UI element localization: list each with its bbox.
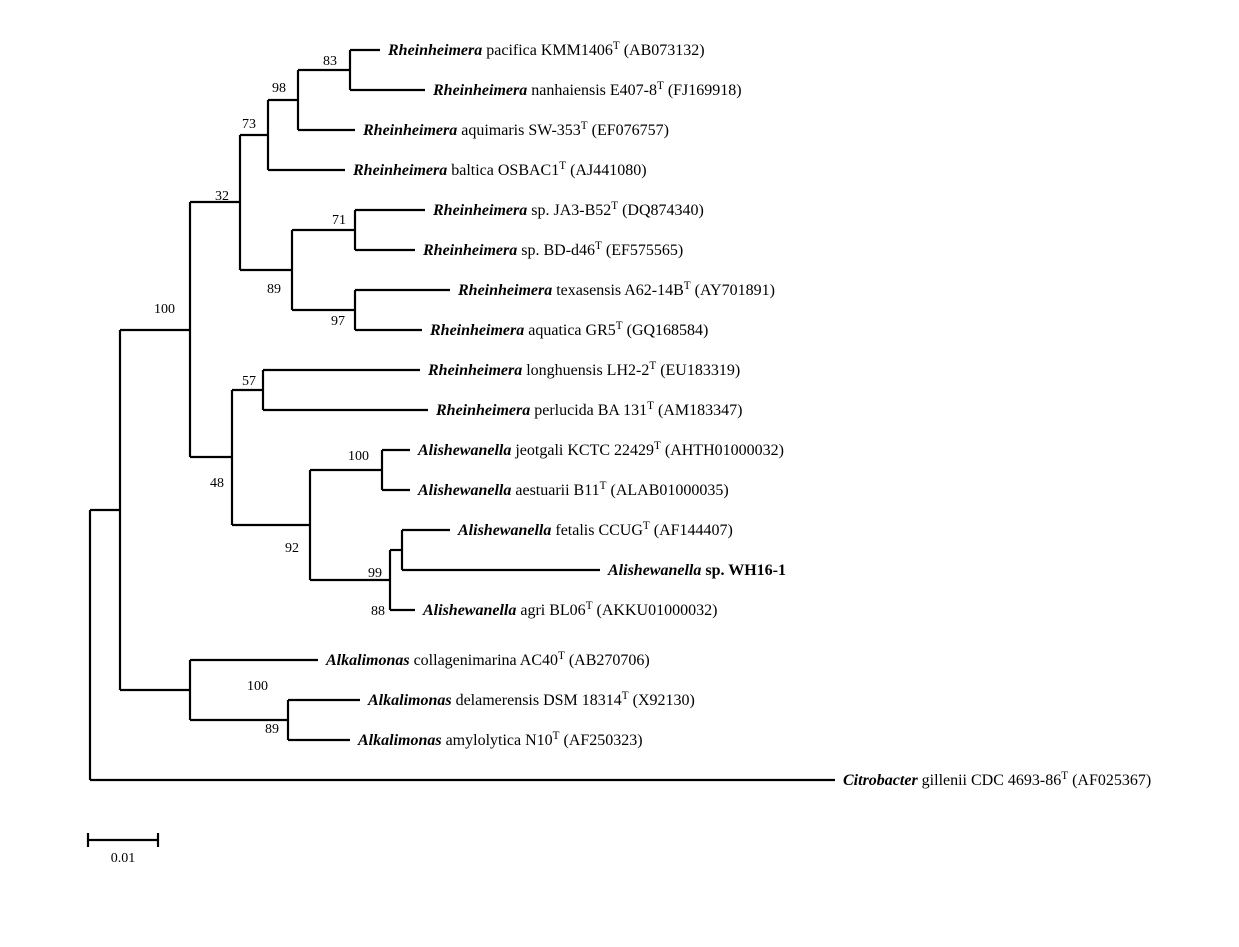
taxon-label: Alkalimonas collagenimarina AC40T (AB270… <box>325 650 650 669</box>
taxon-label: Alkalimonas amylolytica N10T (AF250323) <box>357 730 643 749</box>
taxon-label: Rheinheimera sp. JA3-B52T (DQ874340) <box>432 200 704 219</box>
taxon-label: Alkalimonas delamerensis DSM 18314T (X92… <box>367 690 695 709</box>
bootstrap-value: 89 <box>265 722 279 737</box>
bootstrap-value: 99 <box>368 566 382 581</box>
taxon-label: Citrobacter gillenii CDC 4693-86T (AF025… <box>843 770 1151 789</box>
taxon-label: Alishewanella fetalis CCUGT (AF144407) <box>457 520 733 539</box>
taxon-label: Rheinheimera aquatica GR5T (GQ168584) <box>429 320 708 339</box>
taxon-label: Rheinheimera pacifica KMM1406T (AB073132… <box>387 40 705 59</box>
taxon-label: Alishewanella jeotgali KCTC 22429T (AHTH… <box>417 440 784 459</box>
phylogenetic-tree: Rheinheimera pacifica KMM1406T (AB073132… <box>20 20 1239 927</box>
taxon-label: Rheinheimera sp. BD-d46T (EF575565) <box>422 240 683 259</box>
bootstrap-value: 100 <box>247 679 268 694</box>
bootstrap-value: 57 <box>242 374 256 389</box>
bootstrap-value: 48 <box>210 476 224 491</box>
bootstrap-value: 98 <box>272 81 286 96</box>
taxon-label: Rheinheimera perlucida BA 131T (AM183347… <box>435 400 742 419</box>
bootstrap-value: 100 <box>154 302 175 317</box>
bootstrap-value: 71 <box>332 213 346 228</box>
bootstrap-value: 97 <box>331 314 345 329</box>
taxon-label: Rheinheimera aquimaris SW-353T (EF076757… <box>362 120 669 139</box>
taxon-label: Rheinheimera baltica OSBAC1T (AJ441080) <box>352 160 647 179</box>
bootstrap-value: 83 <box>323 54 337 69</box>
bootstrap-value: 32 <box>215 189 229 204</box>
bootstrap-value: 73 <box>242 117 256 132</box>
taxon-label: Alishewanella aestuarii B11T (ALAB010000… <box>417 480 729 499</box>
bootstrap-value: 100 <box>348 449 369 464</box>
bootstrap-value: 88 <box>371 604 385 619</box>
bootstrap-value: 92 <box>285 541 299 556</box>
taxon-label: Rheinheimera longhuensis LH2-2T (EU18331… <box>427 360 740 379</box>
scale-bar-label: 0.01 <box>111 851 136 866</box>
taxon-label: Alishewanella agri BL06T (AKKU01000032) <box>422 600 717 619</box>
taxon-label: Rheinheimera texasensis A62-14BT (AY7018… <box>457 280 775 299</box>
taxon-label: Alishewanella sp. WH16-1 <box>607 562 786 579</box>
taxon-label: Rheinheimera nanhaiensis E407-8T (FJ1699… <box>432 80 742 99</box>
bootstrap-value: 89 <box>267 282 281 297</box>
